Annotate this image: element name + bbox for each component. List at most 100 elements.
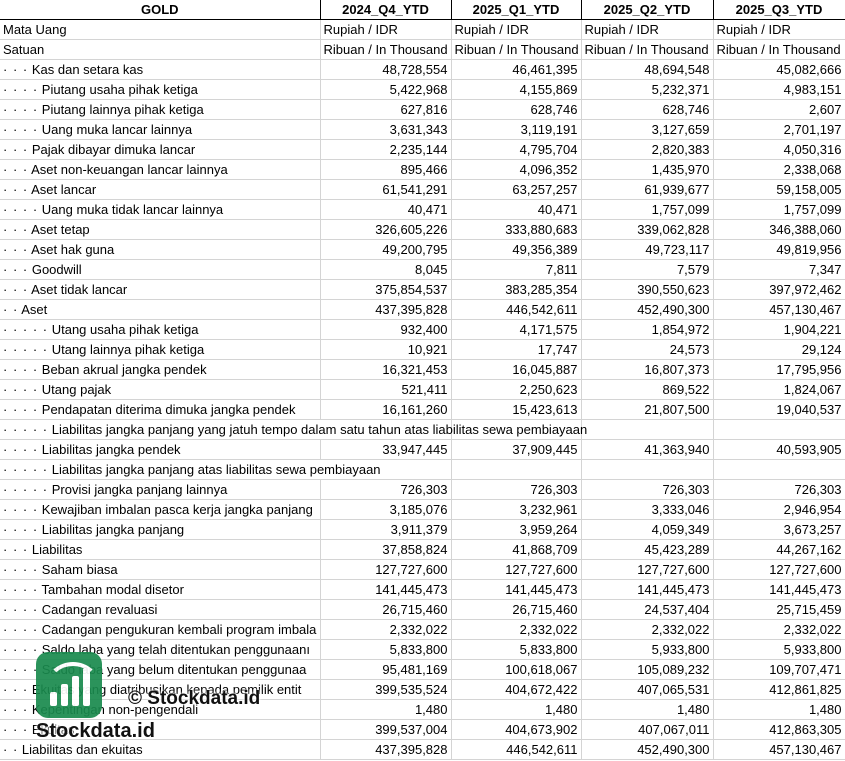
value-cell[interactable]: 48,728,554 [320, 59, 452, 80]
value-cell[interactable]: 2,250,623 [451, 379, 582, 400]
value-cell[interactable]: 2,946,954 [713, 499, 845, 520]
value-cell[interactable]: 404,673,902 [451, 719, 582, 740]
value-cell[interactable]: 346,388,060 [713, 219, 845, 240]
value-cell[interactable]: 141,445,473 [713, 579, 845, 600]
value-cell[interactable]: 49,356,389 [451, 239, 582, 260]
value-cell[interactable]: 7,811 [451, 259, 582, 280]
value-cell[interactable]: 46,461,395 [451, 59, 582, 80]
value-cell[interactable]: 109,707,471 [713, 659, 845, 680]
row-label[interactable]: · · · Aset non-keuangan lancar lainnya [0, 159, 321, 180]
value-cell[interactable]: 40,471 [451, 199, 582, 220]
value-cell[interactable] [320, 459, 452, 480]
value-cell[interactable]: 452,490,300 [581, 739, 714, 760]
row-label[interactable]: · · · Pajak dibayar dimuka lancar [0, 139, 321, 160]
value-cell[interactable]: 17,795,956 [713, 359, 845, 380]
value-cell[interactable]: 45,082,666 [713, 59, 845, 80]
value-cell[interactable]: 1,757,099 [581, 199, 714, 220]
value-cell[interactable]: 3,232,961 [451, 499, 582, 520]
value-cell[interactable]: 326,605,226 [320, 219, 452, 240]
value-cell[interactable]: 40,471 [320, 199, 452, 220]
row-label[interactable]: · · · · · Liabilitas jangka panjang yang… [0, 419, 587, 440]
value-cell[interactable]: 1,757,099 [713, 199, 845, 220]
value-cell[interactable]: 1,824,067 [713, 379, 845, 400]
value-cell[interactable]: 141,445,473 [451, 579, 582, 600]
value-cell[interactable]: 397,972,462 [713, 279, 845, 300]
value-cell[interactable]: 21,807,500 [581, 399, 714, 420]
row-label[interactable]: · · · · · Provisi jangka panjang lainnya [0, 479, 321, 500]
value-cell[interactable] [581, 459, 714, 480]
value-cell[interactable]: 3,185,076 [320, 499, 452, 520]
cell[interactable]: Ribuan / In Thousand [451, 39, 582, 60]
value-cell[interactable]: 29,124 [713, 339, 845, 360]
value-cell[interactable]: 404,672,422 [451, 679, 582, 700]
value-cell[interactable]: 2,332,022 [320, 619, 452, 640]
value-cell[interactable]: 100,618,067 [451, 659, 582, 680]
value-cell[interactable]: 2,607 [713, 99, 845, 120]
value-cell[interactable]: 1,480 [581, 699, 714, 720]
row-label[interactable]: · · · Kepentingan non-pengendali [0, 699, 321, 720]
value-cell[interactable]: 5,232,371 [581, 79, 714, 100]
value-cell[interactable]: 26,715,460 [320, 599, 452, 620]
value-cell[interactable]: 141,445,473 [581, 579, 714, 600]
value-cell[interactable]: 4,155,869 [451, 79, 582, 100]
cell[interactable]: Rupiah / IDR [320, 19, 452, 40]
value-cell[interactable]: 15,423,613 [451, 399, 582, 420]
row-label[interactable]: Satuan [0, 39, 321, 60]
value-cell[interactable]: 16,321,453 [320, 359, 452, 380]
value-cell[interactable]: 24,537,404 [581, 599, 714, 620]
row-label[interactable]: · · · Goodwill [0, 259, 321, 280]
value-cell[interactable]: 399,537,004 [320, 719, 452, 740]
value-cell[interactable]: 44,267,162 [713, 539, 845, 560]
row-label[interactable]: · · · · Utang pajak [0, 379, 321, 400]
value-cell[interactable]: 2,235,144 [320, 139, 452, 160]
value-cell[interactable]: 1,480 [451, 699, 582, 720]
value-cell[interactable]: 59,158,005 [713, 179, 845, 200]
value-cell[interactable]: 407,067,011 [581, 719, 714, 740]
value-cell[interactable]: 2,332,022 [581, 619, 714, 640]
value-cell[interactable]: 437,395,828 [320, 739, 452, 760]
value-cell[interactable] [451, 419, 582, 440]
value-cell[interactable]: 4,983,151 [713, 79, 845, 100]
value-cell[interactable]: 127,727,600 [713, 559, 845, 580]
value-cell[interactable]: 3,959,264 [451, 519, 582, 540]
row-label[interactable]: · · · · Piutang lainnya pihak ketiga [0, 99, 321, 120]
row-label[interactable]: · · · · · Utang lainnya pihak ketiga [0, 339, 321, 360]
value-cell[interactable]: 95,481,169 [320, 659, 452, 680]
cell[interactable]: Ribuan / In Thousand [320, 39, 452, 60]
value-cell[interactable]: 16,161,260 [320, 399, 452, 420]
value-cell[interactable]: 19,040,537 [713, 399, 845, 420]
value-cell[interactable]: 25,715,459 [713, 599, 845, 620]
value-cell[interactable]: 17,747 [451, 339, 582, 360]
row-label[interactable]: · · · · Kewajiban imbalan pasca kerja ja… [0, 499, 321, 520]
value-cell[interactable]: 726,303 [320, 479, 452, 500]
value-cell[interactable]: 48,694,548 [581, 59, 714, 80]
value-cell[interactable]: 2,338,068 [713, 159, 845, 180]
value-cell[interactable]: 1,904,221 [713, 319, 845, 340]
value-cell[interactable]: 45,423,289 [581, 539, 714, 560]
header-cell[interactable]: 2025_Q3_YTD [713, 0, 845, 20]
row-label[interactable]: · · · Kas dan setara kas [0, 59, 321, 80]
value-cell[interactable]: 8,045 [320, 259, 452, 280]
value-cell[interactable]: 49,819,956 [713, 239, 845, 260]
value-cell[interactable]: 127,727,600 [581, 559, 714, 580]
value-cell[interactable]: 375,854,537 [320, 279, 452, 300]
row-label[interactable]: · · · Aset lancar [0, 179, 321, 200]
header-cell[interactable]: 2025_Q1_YTD [451, 0, 582, 20]
value-cell[interactable]: 726,303 [713, 479, 845, 500]
value-cell[interactable]: 628,746 [451, 99, 582, 120]
value-cell[interactable]: 5,833,800 [320, 639, 452, 660]
value-cell[interactable]: 3,119,191 [451, 119, 582, 140]
value-cell[interactable]: 628,746 [581, 99, 714, 120]
row-label[interactable]: · · · · Piutang usaha pihak ketiga [0, 79, 321, 100]
value-cell[interactable]: 333,880,683 [451, 219, 582, 240]
value-cell[interactable]: 4,171,575 [451, 319, 582, 340]
value-cell[interactable]: 869,522 [581, 379, 714, 400]
value-cell[interactable]: 1,480 [320, 699, 452, 720]
value-cell[interactable]: 1,435,970 [581, 159, 714, 180]
value-cell[interactable]: 5,422,968 [320, 79, 452, 100]
value-cell[interactable] [320, 419, 452, 440]
value-cell[interactable]: 383,285,354 [451, 279, 582, 300]
value-cell[interactable]: 127,727,600 [320, 559, 452, 580]
row-label[interactable]: · · · · · Liabilitas jangka panjang atas… [0, 459, 381, 480]
value-cell[interactable]: 407,065,531 [581, 679, 714, 700]
